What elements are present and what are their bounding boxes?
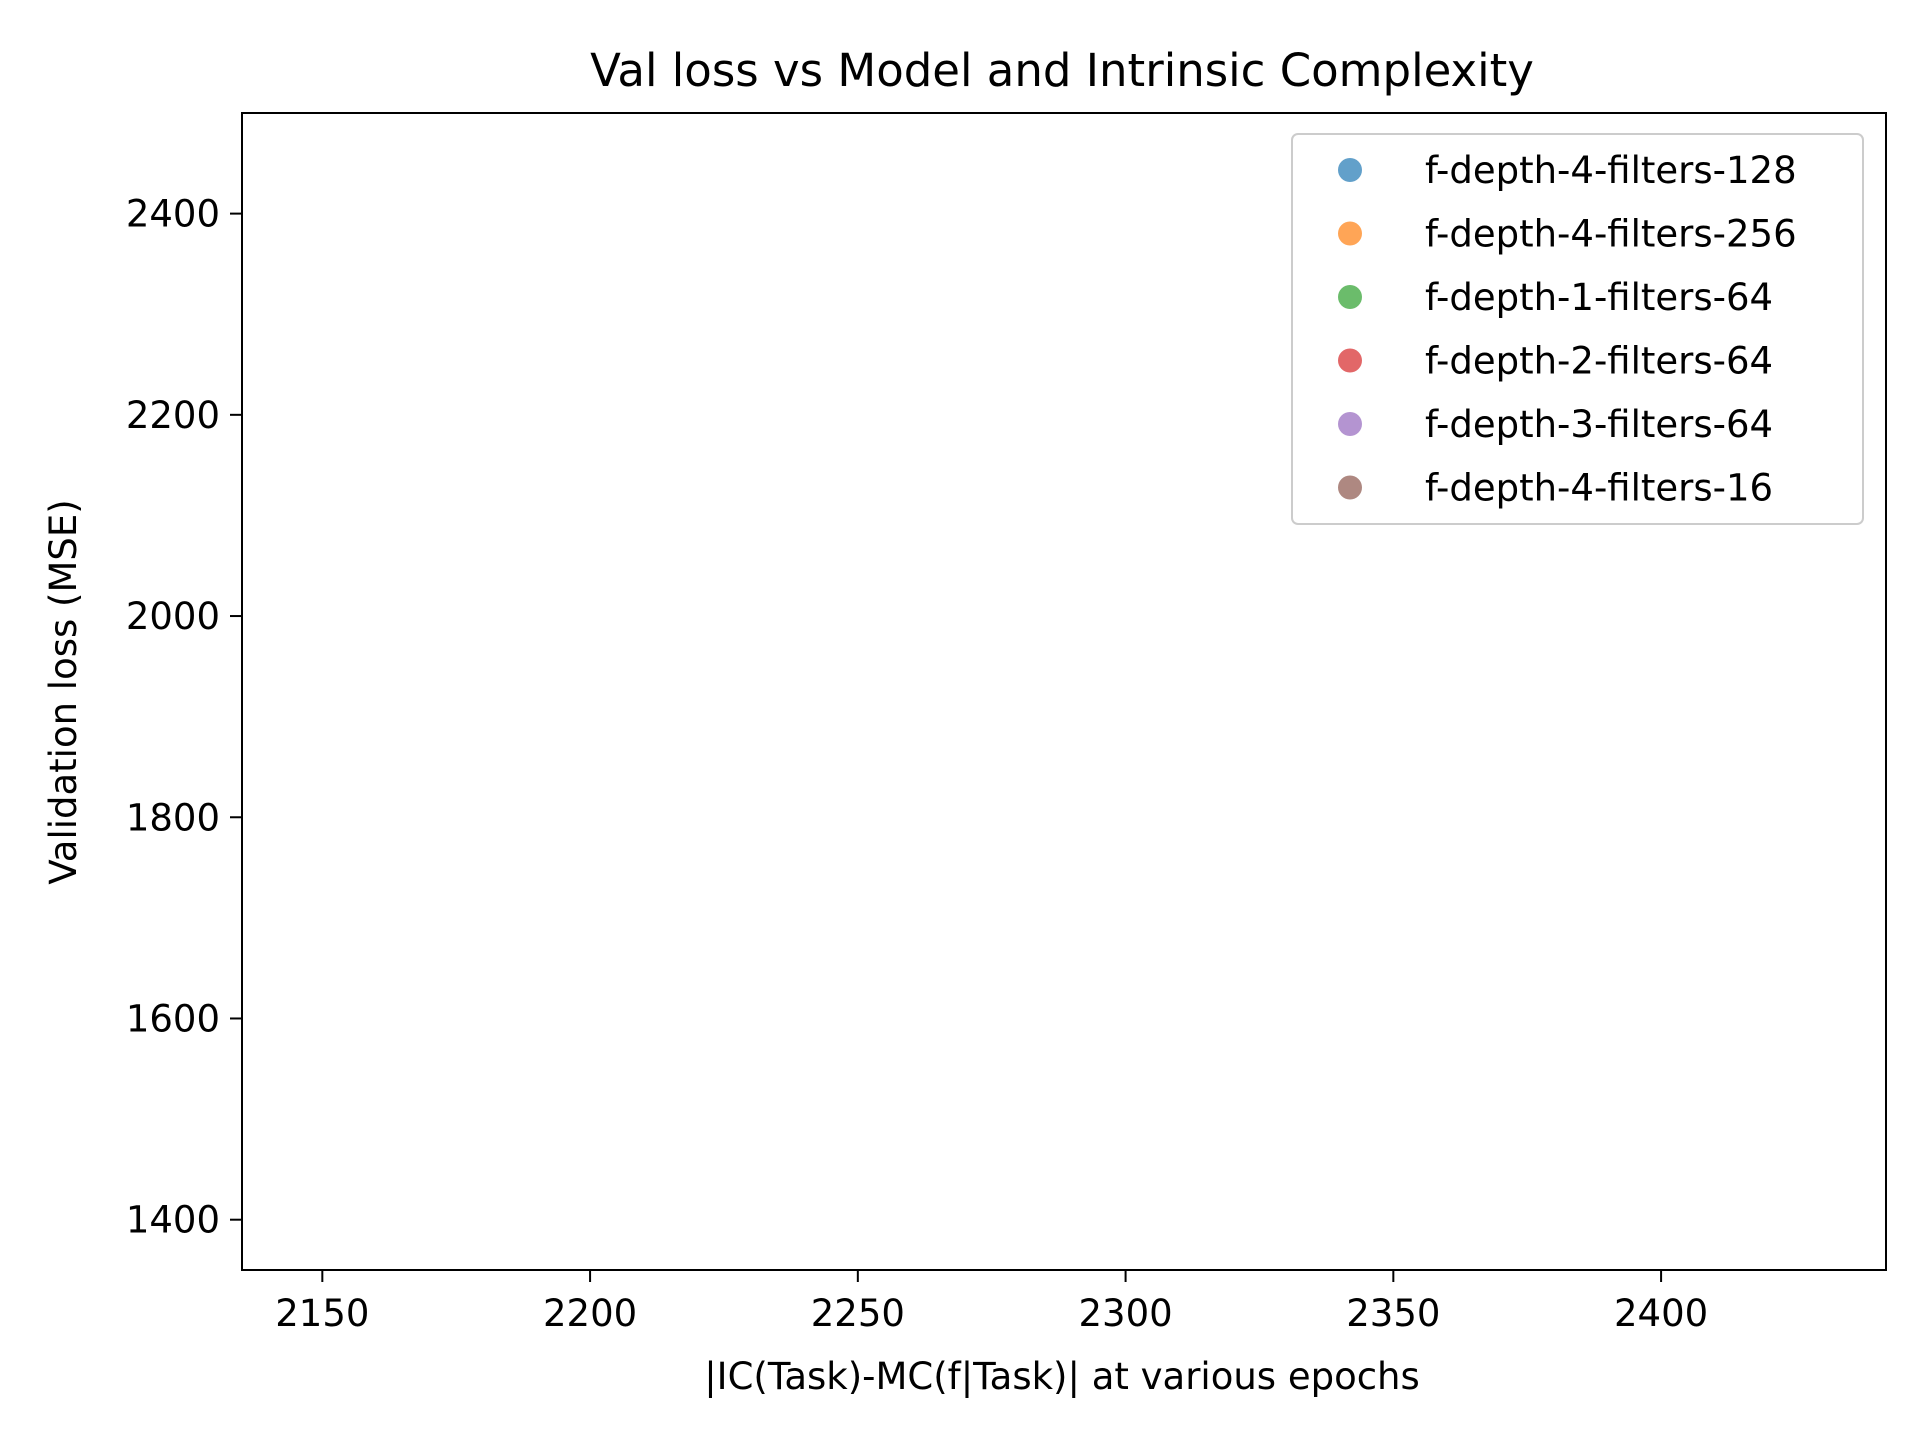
- x-axis: 2150 2200 2250 2300 2350 2400: [275, 1270, 1708, 1335]
- legend-marker: [1338, 348, 1362, 373]
- x-tick-label: 2400: [1614, 1292, 1708, 1335]
- legend-label: f-depth-1-filters-64: [1425, 276, 1773, 319]
- x-tick-label: 2300: [1078, 1292, 1172, 1335]
- legend-label: f-depth-3-filters-64: [1425, 403, 1773, 446]
- x-tick-label: 2250: [811, 1292, 905, 1335]
- y-tick-label: 1600: [126, 997, 220, 1040]
- legend-label: f-depth-2-filters-64: [1425, 340, 1773, 383]
- legend-label: f-depth-4-filters-256: [1425, 213, 1797, 256]
- legend-marker: [1338, 475, 1362, 500]
- legend: f-depth-4-filters-128 f-depth-4-filters-2…: [1291, 133, 1864, 525]
- x-axis-label: |IC(Task)-MC(f|Task)| at various epochs: [704, 1355, 1420, 1398]
- legend-marker: [1338, 158, 1362, 182]
- legend-marker: [1338, 221, 1362, 246]
- y-tick-label: 2000: [126, 595, 220, 638]
- y-axis: 1400 1600 1800 2000 2200 2400: [126, 193, 242, 1242]
- x-tick-label: 2150: [275, 1292, 369, 1335]
- legend-marker: [1338, 412, 1362, 436]
- legend-marker: [1338, 285, 1362, 309]
- legend-label: f-depth-4-filters-128: [1425, 149, 1797, 192]
- y-tick-label: 2400: [126, 193, 220, 236]
- y-tick-label: 1400: [126, 1199, 220, 1242]
- y-tick-label: 2200: [126, 394, 220, 437]
- y-tick-label: 1800: [126, 796, 220, 839]
- x-tick-label: 2350: [1346, 1292, 1440, 1335]
- y-axis-label: Validation loss (MSE): [42, 499, 85, 884]
- legend-box: [1291, 133, 1864, 525]
- x-tick-label: 2200: [543, 1292, 637, 1335]
- legend-label: f-depth-4-filters-16: [1425, 467, 1773, 510]
- chart-title: Val loss vs Model and Intrinsic Complexi…: [590, 44, 1534, 97]
